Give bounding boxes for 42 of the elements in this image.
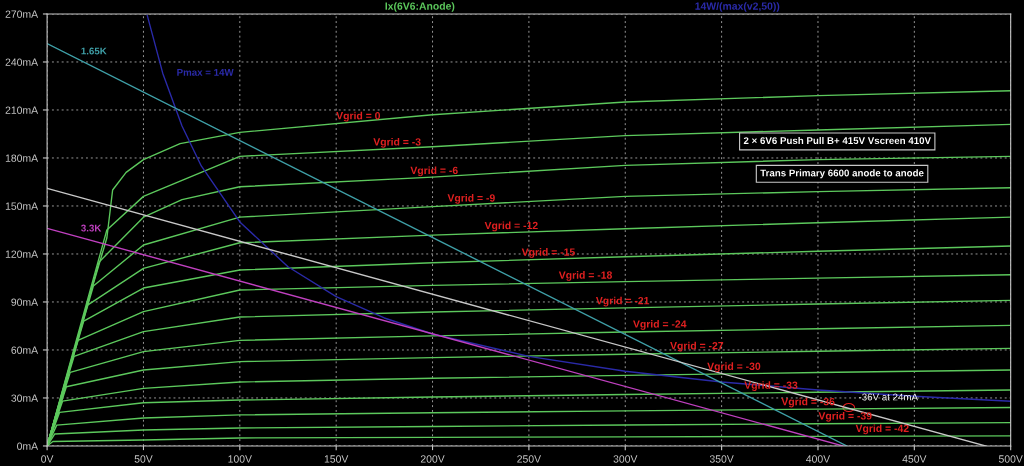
x-tick-label: 300V	[613, 455, 638, 463]
chart-subtitle: 14W/(max(v2,50))	[695, 2, 780, 12]
x-tick-label: 450V	[902, 455, 927, 463]
y-tick-label: 270mA	[5, 10, 39, 18]
y-tick-label: 0mA	[17, 442, 39, 450]
annotation: 2 × 6V6 Push Pull B+ 415V Vscreen 410V	[743, 136, 931, 145]
x-tick-label: 150V	[324, 455, 349, 463]
series-label: Vgrid = -24	[633, 320, 687, 330]
x-tick-label: 250V	[517, 455, 542, 463]
series-label: Vgrid = -3	[373, 137, 421, 148]
y-tick-label: 180mA	[5, 154, 39, 162]
y-tick-label: 60mA	[11, 346, 39, 354]
x-tick-label: 50V	[134, 455, 153, 463]
series-label: 1.65K	[81, 47, 107, 55]
y-tick-label: 150mA	[5, 202, 39, 210]
y-tick-label: 30mA	[11, 394, 39, 402]
series-label: Pmax = 14W	[177, 69, 234, 76]
x-tick-label: 100V	[228, 455, 252, 463]
y-tick-label: 210mA	[5, 106, 39, 114]
x-tick-label: 0V	[41, 455, 54, 463]
series-label: Vgrid = -39	[818, 411, 872, 422]
y-tick-label: 240mA	[5, 58, 39, 66]
y-tick-label: 120mA	[5, 250, 39, 258]
x-tick-label: 200V	[420, 455, 445, 463]
chart-title: Ix(6V6:Anode)	[385, 2, 455, 12]
x-tick-label: 350V	[709, 455, 734, 463]
series-label: Vgrid = -6	[410, 166, 458, 177]
series-label: Vgrid = -9	[447, 193, 495, 204]
series-label: Vgrid = -12	[484, 221, 538, 232]
x-tick-label: 400V	[806, 455, 831, 463]
annotation: -36V at 24mA	[858, 393, 918, 401]
y-tick-label: 90mA	[11, 298, 39, 306]
series-label: Vgrid = -42	[855, 424, 909, 435]
series-label: Vgrid = -30	[707, 362, 761, 373]
series-label: Vgrid = 0	[336, 111, 381, 122]
series-label: Vgrid = -21	[595, 296, 650, 307]
series-label: Vgrid = -18	[558, 271, 612, 281]
x-tick-label: 500V	[998, 455, 1023, 463]
series-label: Vgrid = -15	[521, 248, 575, 258]
series-label: Vgrid = -27	[670, 341, 724, 352]
annotation: Trans Primary 6600 anode to anode	[760, 169, 924, 179]
series-label: 3.3K	[81, 224, 102, 232]
